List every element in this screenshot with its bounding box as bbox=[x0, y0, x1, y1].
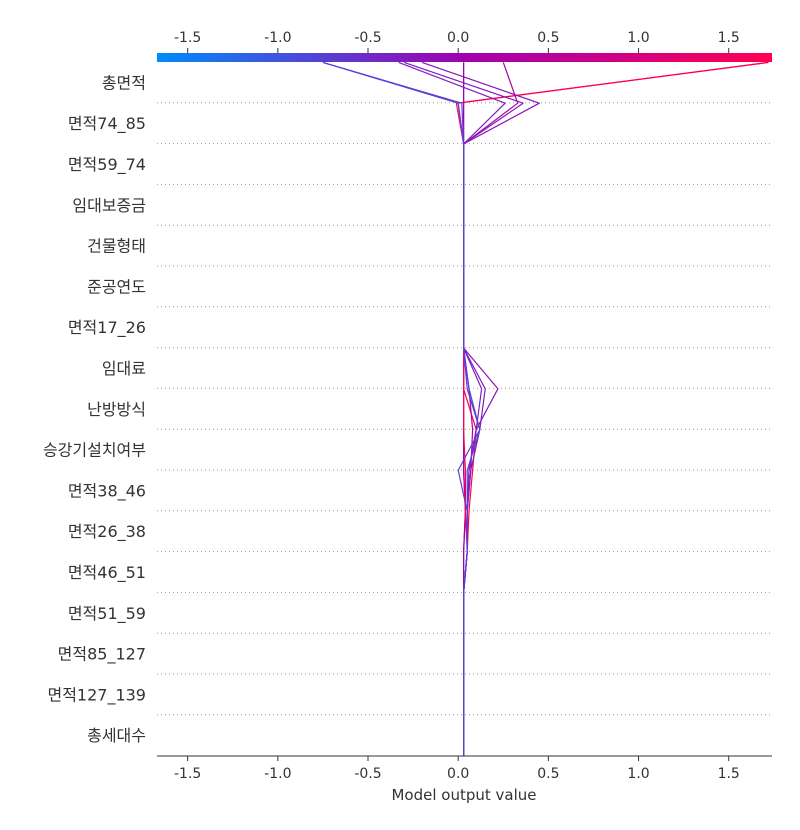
feature-label: 면적46_51 bbox=[68, 563, 146, 583]
feature-label: 면적127_139 bbox=[47, 685, 146, 705]
x-axis-label: Model output value bbox=[391, 786, 536, 804]
feature-label: 총세대수 bbox=[87, 726, 146, 745]
feature-label: 난방방식 bbox=[87, 400, 146, 419]
top-tick-label: -0.5 bbox=[354, 30, 381, 46]
top-tick-label: 0.5 bbox=[537, 30, 559, 46]
feature-label: 임대보증금 bbox=[72, 196, 146, 215]
decision-lines bbox=[322, 61, 769, 756]
decision-line bbox=[322, 61, 481, 756]
feature-label: 승강기설치여부 bbox=[43, 441, 146, 460]
feature-label: 면적51_59 bbox=[68, 604, 146, 624]
bottom-tick-label: 1.0 bbox=[627, 766, 649, 782]
bottom-tick-label: 1.5 bbox=[718, 766, 740, 782]
top-tick-label: -1.0 bbox=[264, 30, 291, 46]
decision-line bbox=[322, 61, 481, 756]
colorbar bbox=[157, 53, 772, 62]
decision-line bbox=[455, 61, 769, 756]
feature-label: 임대료 bbox=[102, 359, 146, 378]
decision-line bbox=[457, 61, 769, 756]
gridlines bbox=[157, 102, 772, 716]
bottom-tick-label: -1.5 bbox=[174, 766, 201, 782]
feature-label: 면적38_46 bbox=[68, 481, 146, 501]
bottom-tick-label: -1.0 bbox=[264, 766, 291, 782]
bottom-tick-label: 0.0 bbox=[447, 766, 469, 782]
decision-line bbox=[421, 61, 540, 756]
top-tick-label: 1.5 bbox=[718, 30, 740, 46]
feature-label: 총면적 bbox=[102, 73, 146, 92]
x-ticks: -1.5 -1.5 -1.0 -1.0 -0.5 -0.5 0.0 0.0 0.5 0.5 1.0 1… bbox=[174, 30, 740, 782]
top-tick-label: -1.5 bbox=[174, 30, 201, 46]
bottom-tick-label: -0.5 bbox=[354, 766, 381, 782]
top-tick-label: 1.0 bbox=[627, 30, 649, 46]
decision-line bbox=[398, 61, 506, 756]
feature-label: 면적59_74 bbox=[68, 155, 146, 175]
decision-line bbox=[463, 62, 519, 756]
bottom-tick-label: 0.5 bbox=[537, 766, 559, 782]
feature-label: 면적26_38 bbox=[68, 522, 146, 542]
feature-label: 준공연도 bbox=[87, 277, 146, 296]
top-tick-label: 0.0 bbox=[447, 30, 469, 46]
feature-label: 면적85_127 bbox=[58, 645, 146, 665]
feature-label: 면적74_85 bbox=[68, 114, 146, 134]
feature-label: 건물형태 bbox=[87, 237, 146, 256]
feature-label: 면적17_26 bbox=[68, 318, 146, 338]
